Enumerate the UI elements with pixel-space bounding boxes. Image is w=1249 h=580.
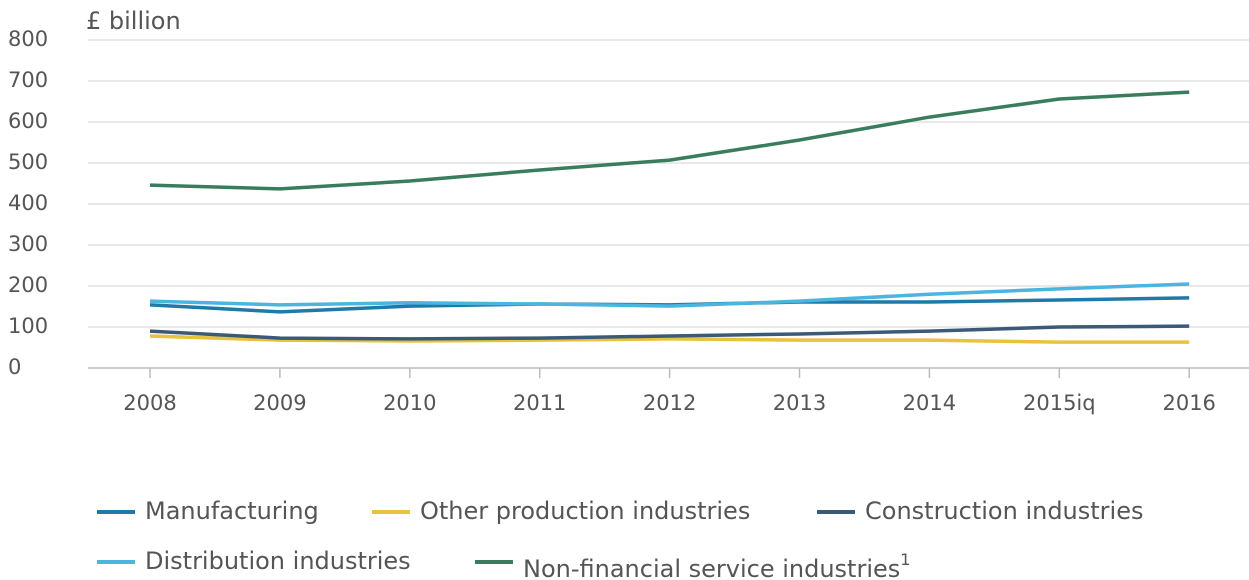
y-tick-label: 400: [8, 191, 48, 215]
y-tick-label: 100: [8, 314, 48, 338]
legend-name: Distribution industries: [145, 547, 411, 575]
legend-label: Manufacturing: [145, 497, 319, 525]
x-tick-label: 2012: [643, 391, 696, 415]
series-line: [149, 334, 1190, 344]
y-tick-label: 700: [8, 68, 48, 92]
x-tick-label: 2015iq: [1023, 391, 1096, 415]
x-tick-label: 2016: [1162, 391, 1215, 415]
series-line: [149, 90, 1190, 191]
legend-name: Construction industries: [865, 497, 1143, 525]
legend-label: Non-financial service industries1: [523, 550, 910, 580]
legend-name: Non-financial service industries: [523, 555, 900, 580]
legend-label: Other production industries: [420, 497, 750, 525]
x-tick-label: 2014: [903, 391, 956, 415]
x-tick-label: 2009: [253, 391, 306, 415]
x-tick-label: 2011: [513, 391, 566, 415]
x-tick-label: 2008: [123, 391, 176, 415]
legend-superscript: 1: [900, 550, 910, 569]
x-tick-label: 2013: [773, 391, 826, 415]
y-tick-label: 600: [8, 109, 48, 133]
series-line: [149, 324, 1190, 341]
y-tick-label: 800: [8, 27, 48, 51]
legend-name: Other production industries: [420, 497, 750, 525]
legend-label: Distribution industries: [145, 547, 411, 575]
legend-name: Manufacturing: [145, 497, 319, 525]
y-tick-label: 300: [8, 232, 48, 256]
y-tick-label: 500: [8, 150, 48, 174]
y-tick-label: 0: [8, 355, 21, 379]
series-line: [149, 282, 1190, 308]
legend-label: Construction industries: [865, 497, 1143, 525]
y-axis-label: £ billion: [86, 7, 181, 35]
x-tick-label: 2010: [383, 391, 436, 415]
y-tick-label: 200: [8, 273, 48, 297]
